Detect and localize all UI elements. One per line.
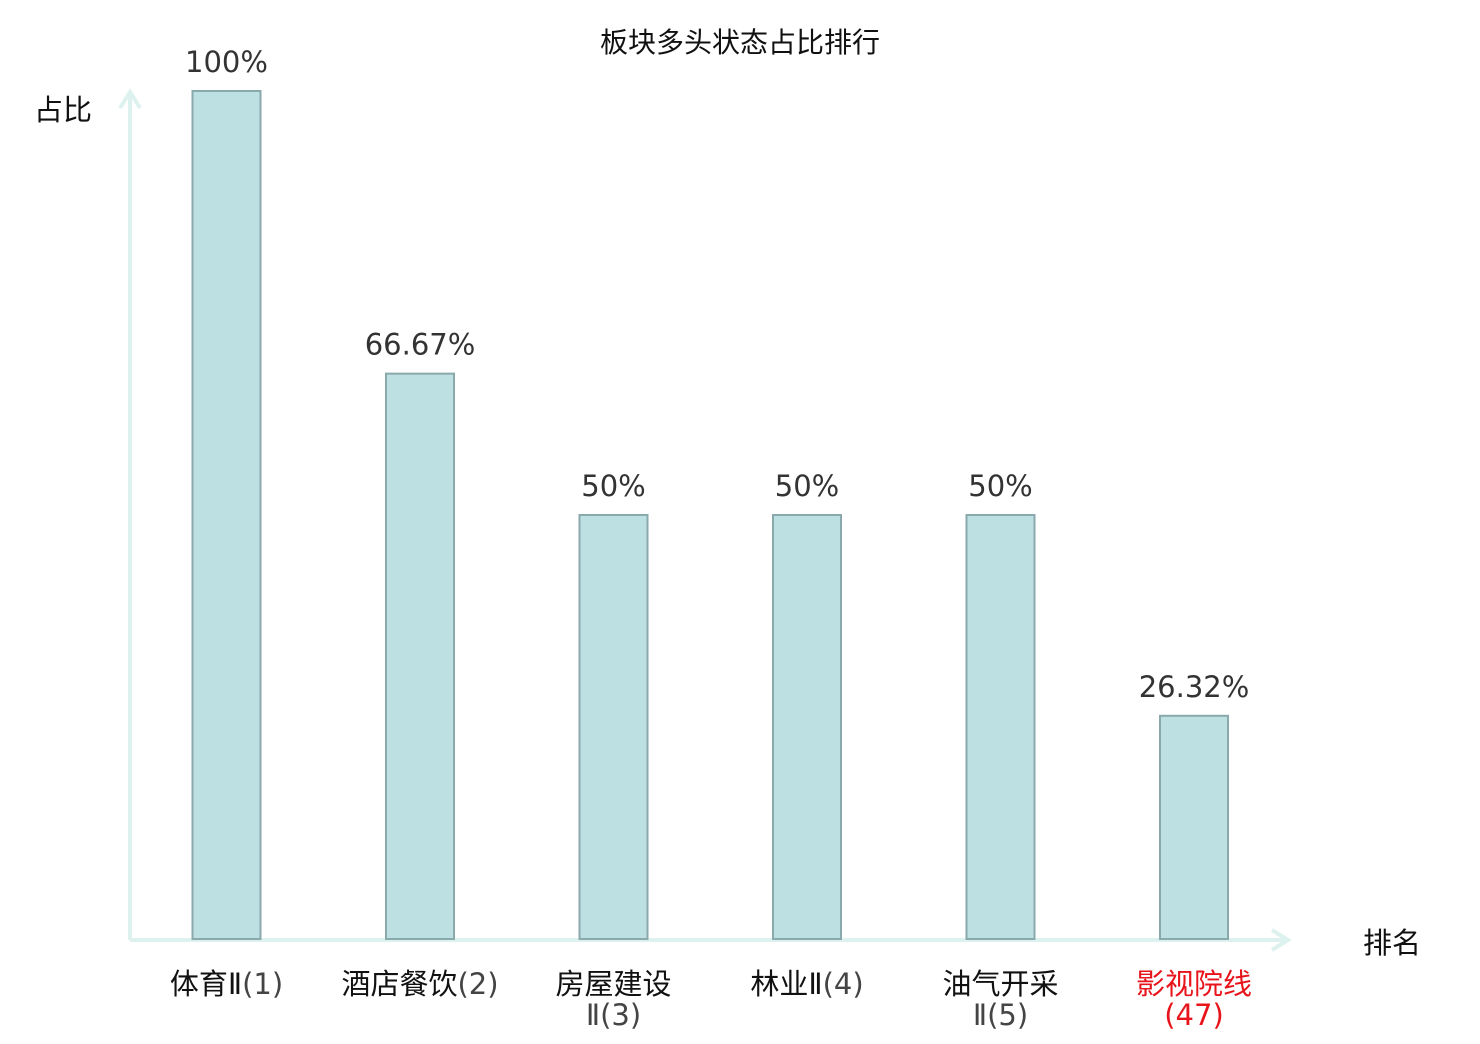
bar — [965, 514, 1036, 940]
x-tick-label: (47) — [1164, 998, 1224, 1032]
bar-value-label: 50% — [968, 469, 1032, 503]
bar-value-label: 50% — [581, 469, 645, 503]
x-tick-label-part: 酒店餐饮 — [341, 967, 457, 1001]
x-tick-label-part: 油气开采 — [942, 967, 1058, 1001]
x-axis-arrow-icon — [1270, 928, 1292, 952]
bars-layer — [191, 90, 1229, 940]
x-tick-label-part: (2) — [457, 967, 498, 1001]
y-axis-label: 占比 — [34, 93, 92, 127]
x-tick-label-part: (47) — [1164, 998, 1224, 1032]
x-tick-label: 酒店餐饮(2) — [341, 967, 498, 1001]
bar — [578, 514, 649, 940]
x-axis-label: 排名 — [1363, 926, 1421, 960]
x-tick-label-part: 影视院线 — [1136, 967, 1252, 1001]
bar — [772, 514, 842, 940]
x-tick-label: 影视院线 — [1136, 967, 1252, 1001]
bar-value-label: 50% — [775, 469, 839, 503]
bar — [385, 372, 455, 940]
x-tick-label-part: Ⅱ(3) — [586, 998, 641, 1032]
x-tick-label-part: (1) — [242, 967, 283, 1001]
bar — [1159, 714, 1229, 940]
x-tick-label-part: 林业Ⅱ — [750, 967, 822, 1001]
bar-value-label: 26.32% — [1139, 670, 1250, 704]
x-tick-label-part: 体育Ⅱ — [170, 967, 242, 1001]
x-tick-label-part: Ⅱ(5) — [973, 998, 1028, 1032]
chart-title: 板块多头状态占比排行 — [600, 26, 880, 59]
y-axis-arrow-icon — [118, 88, 142, 110]
bar — [191, 90, 262, 940]
x-tick-label-part: 房屋建设 — [555, 967, 671, 1001]
x-tick-label: 林业Ⅱ(4) — [750, 967, 863, 1001]
bar-value-label: 100% — [185, 45, 268, 79]
x-tick-label: Ⅱ(5) — [973, 998, 1028, 1032]
x-tick-label-part: (4) — [823, 967, 864, 1001]
x-tick-label: Ⅱ(3) — [586, 998, 641, 1032]
x-tick-label: 体育Ⅱ(1) — [170, 967, 283, 1001]
x-tick-label: 油气开采 — [942, 967, 1058, 1001]
bar-value-label: 66.67% — [365, 328, 476, 362]
x-tick-label: 房屋建设 — [555, 967, 671, 1001]
